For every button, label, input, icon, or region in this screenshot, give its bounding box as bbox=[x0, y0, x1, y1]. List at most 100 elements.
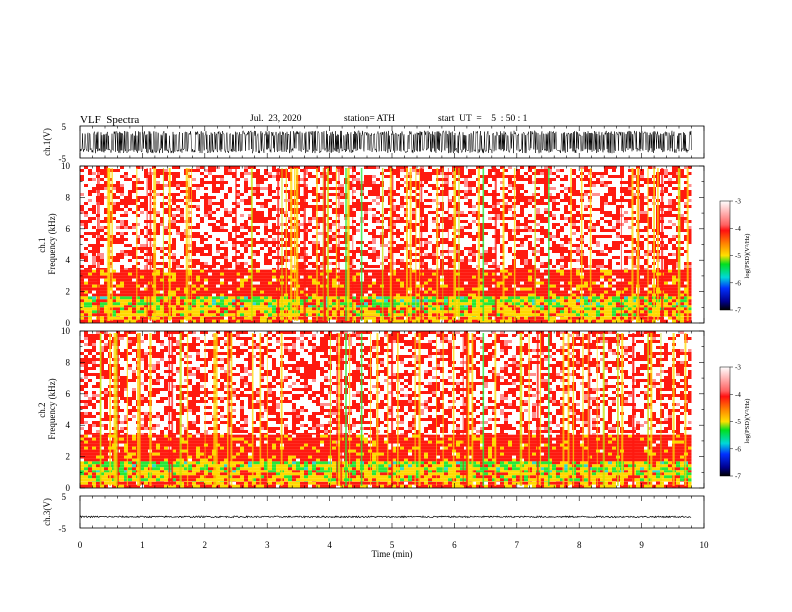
spectrogram-cell bbox=[216, 187, 220, 190]
spectrogram-cell bbox=[364, 272, 368, 276]
spectrogram-cell bbox=[612, 299, 616, 303]
spectrogram-cell bbox=[608, 172, 612, 175]
spectrogram-cell bbox=[192, 316, 196, 320]
spectrogram-cell bbox=[400, 178, 404, 181]
spectrogram-cell bbox=[576, 316, 580, 320]
spectrogram-cell bbox=[232, 275, 236, 279]
spectrogram-cell bbox=[272, 169, 276, 172]
spectrogram-cell bbox=[268, 275, 272, 279]
spectrogram-cell bbox=[348, 299, 352, 303]
spectrogram-cell bbox=[604, 166, 608, 169]
spectrogram-cell bbox=[492, 269, 496, 273]
spectrogram-cell bbox=[100, 272, 104, 276]
spectrogram-cell bbox=[100, 184, 104, 187]
spectrogram-cell bbox=[124, 202, 128, 205]
spectrogram-cell bbox=[644, 272, 648, 276]
spectrogram-cell bbox=[468, 199, 472, 202]
spectrogram-cell bbox=[92, 281, 96, 285]
spectrogram-cell bbox=[300, 313, 304, 317]
spectrogram-cell bbox=[528, 302, 532, 306]
spectrogram-cell bbox=[420, 166, 424, 169]
spectrogram-cell bbox=[176, 193, 180, 196]
spectrogram-cell bbox=[524, 175, 528, 178]
spectrogram-cell bbox=[688, 305, 692, 308]
spectrogram-cell bbox=[212, 281, 216, 285]
spectrogram-cell bbox=[120, 284, 124, 288]
spectrogram-cell bbox=[208, 307, 212, 311]
spectrogram-cell bbox=[140, 202, 144, 205]
spectrogram-cell bbox=[480, 290, 484, 294]
spectrogram-cell bbox=[640, 278, 644, 282]
spectrogram-cell bbox=[372, 290, 376, 294]
spectrogram-cell bbox=[572, 278, 576, 282]
spectrogram-cell bbox=[656, 166, 660, 169]
spectrogram-cell bbox=[212, 305, 216, 308]
spectrogram-cell bbox=[356, 284, 360, 288]
spectrogram-cell bbox=[568, 272, 572, 276]
spectrogram-cell bbox=[444, 290, 448, 294]
spectrogram-cell bbox=[212, 299, 216, 303]
spectrogram-cell bbox=[508, 281, 512, 285]
spectrogram-cell bbox=[156, 319, 160, 323]
spectrogram-cell bbox=[492, 175, 496, 178]
spectrogram-cell bbox=[444, 316, 448, 320]
spectrogram-cell bbox=[524, 272, 528, 276]
spectrogram-cell bbox=[164, 172, 168, 175]
date-label: Jul. 23, 2020 bbox=[250, 114, 302, 124]
spectrogram-cell bbox=[488, 169, 492, 172]
spectrogram-cell bbox=[488, 184, 492, 187]
spectrogram-cell bbox=[268, 190, 272, 193]
spectrogram-cell bbox=[120, 175, 124, 178]
spectrogram-cell bbox=[384, 166, 388, 169]
spectrogram-cell bbox=[404, 319, 408, 323]
spectrogram-cell bbox=[600, 313, 604, 317]
spectrogram-cell bbox=[556, 293, 560, 297]
spectrogram-cell bbox=[460, 172, 464, 175]
spectrogram-cell bbox=[500, 316, 504, 320]
spectrogram-cell bbox=[272, 310, 276, 314]
spectrogram-cell bbox=[616, 190, 620, 193]
spectrogram-cell bbox=[92, 166, 96, 169]
spectrogram-cell bbox=[216, 184, 220, 187]
spectrogram-cell bbox=[508, 316, 512, 320]
spectrogram-cell bbox=[216, 313, 220, 317]
spectrogram-cell bbox=[640, 169, 644, 172]
spectrogram-cell bbox=[180, 290, 184, 294]
spectrogram-cell bbox=[504, 272, 508, 276]
spectrogram-cell bbox=[376, 290, 380, 294]
spectrogram-cell bbox=[300, 302, 304, 306]
spectrogram-cell bbox=[364, 181, 368, 184]
spectrogram-cell bbox=[624, 287, 628, 291]
spectrogram-cell bbox=[432, 307, 436, 311]
spectrogram-cell bbox=[496, 310, 500, 314]
spectrogram-cell bbox=[584, 299, 588, 303]
spectrogram-cell bbox=[372, 187, 376, 190]
spectrogram-cell bbox=[560, 313, 564, 317]
spectrogram-cell bbox=[252, 281, 256, 285]
spectrogram-cell bbox=[300, 299, 304, 303]
spectrogram-cell bbox=[620, 190, 624, 193]
spectrogram-cell bbox=[308, 178, 312, 181]
spectrogram-cell bbox=[444, 193, 448, 196]
spectrogram-cell bbox=[356, 199, 360, 202]
spectrogram-cell bbox=[140, 187, 144, 190]
spectrogram-cell bbox=[356, 307, 360, 311]
spectrogram-cell bbox=[532, 172, 536, 175]
spectrogram-cell bbox=[584, 275, 588, 279]
spectrogram-cell bbox=[544, 287, 548, 291]
spectrogram-cell bbox=[556, 305, 560, 308]
spectrogram-cell bbox=[464, 296, 468, 300]
spectrogram-cell bbox=[644, 299, 648, 303]
spectrogram-cell bbox=[200, 196, 204, 199]
spectrogram-cell bbox=[340, 307, 344, 311]
spectrogram-cell bbox=[212, 202, 216, 205]
spectrogram-cell bbox=[504, 313, 508, 317]
spectrogram-cell bbox=[80, 199, 84, 202]
spectrogram-cell bbox=[424, 184, 428, 187]
spectrogram-cell bbox=[612, 169, 616, 172]
spectrogram-cell bbox=[340, 269, 344, 273]
spectrogram-cell bbox=[544, 181, 548, 184]
spectrogram-cell bbox=[668, 187, 672, 190]
spectrogram-cell bbox=[236, 275, 240, 279]
spectrogram-cell bbox=[88, 319, 92, 323]
